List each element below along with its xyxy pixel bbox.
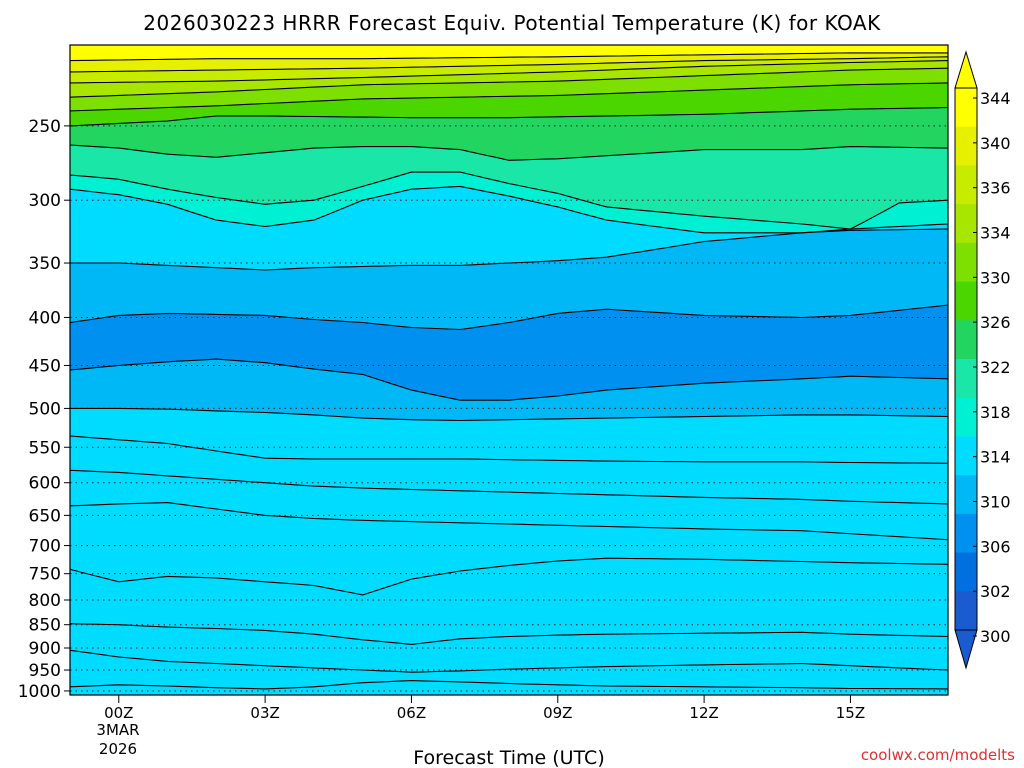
colorbar-swatch xyxy=(955,126,977,166)
y-tick-label: 900 xyxy=(29,639,61,659)
y-tick-label: 750 xyxy=(29,565,61,585)
site-credit[interactable]: coolwx.com/modelts xyxy=(861,746,1015,764)
contour-line xyxy=(70,407,948,422)
chart-title: 2026030223 HRRR Forecast Equiv. Potentia… xyxy=(143,11,881,35)
contour-line xyxy=(70,435,948,464)
y-tick-label: 300 xyxy=(29,191,61,211)
contour-line xyxy=(70,502,948,541)
x-tick-label: 03Z xyxy=(250,704,279,722)
contour-line xyxy=(70,60,948,84)
contour-line xyxy=(70,469,948,505)
y-tick-label: 650 xyxy=(29,506,61,526)
colorbar-label: 344 xyxy=(980,89,1011,108)
contour-line xyxy=(70,67,948,98)
y-tick-label: 400 xyxy=(29,308,61,328)
colorbar-label: 340 xyxy=(980,134,1011,153)
colorbar-label: 314 xyxy=(980,448,1011,467)
colorbar-label: 306 xyxy=(980,537,1011,556)
colorbar-label: 336 xyxy=(980,179,1011,198)
colorbar-label: 302 xyxy=(980,582,1011,601)
y-tick-label: 850 xyxy=(29,616,61,636)
contour-line xyxy=(70,557,948,596)
y-tick-label: 950 xyxy=(29,661,61,681)
colorbar-swatch xyxy=(955,204,977,244)
colorbar-swatch xyxy=(955,591,977,631)
colorbar-swatch xyxy=(955,242,977,283)
colorbar-swatch xyxy=(955,165,977,205)
y-axis: 250 300 350 400 450 500 550 600 650 700 750 800 850 9… xyxy=(18,117,70,702)
contour-line xyxy=(70,56,948,73)
colorbar-label: 322 xyxy=(980,358,1011,377)
colorbar-label: 326 xyxy=(980,313,1011,332)
contour-line xyxy=(70,144,948,161)
contour-line xyxy=(70,649,948,673)
colorbar-swatch xyxy=(955,513,977,554)
x-axis: 00Z 03Z 06Z 09Z 12Z 15Z xyxy=(104,695,865,722)
colorbar-label: 334 xyxy=(980,224,1011,243)
y-tick-label: 450 xyxy=(29,356,61,376)
x-date-label-line2: 2026 xyxy=(99,740,137,758)
colorbar-top-arrow xyxy=(954,50,978,89)
colorbar-frame xyxy=(954,87,978,631)
colorbar-label: 310 xyxy=(980,493,1011,512)
colorbar-label: 330 xyxy=(980,268,1011,287)
colorbar-label: 300 xyxy=(980,627,1011,646)
colorbar: 344 340 336 334 330 326 322 318 314 310 306 302 300 xyxy=(954,50,1011,670)
contour-line xyxy=(70,82,948,112)
x-date-label-line1: 3MAR xyxy=(96,721,139,739)
colorbar-swatch xyxy=(955,281,977,321)
x-axis-title: Forecast Time (UTC) xyxy=(413,747,604,768)
contour-line xyxy=(70,680,948,690)
contour-line xyxy=(70,228,948,271)
filled-contours xyxy=(70,45,948,695)
x-tick-label: 12Z xyxy=(689,704,718,722)
y-tick-label: 550 xyxy=(29,438,61,458)
y-tick-label: 800 xyxy=(29,591,61,611)
contour-lines xyxy=(70,52,948,690)
colorbar-swatch xyxy=(955,359,977,399)
y-tick-label: 600 xyxy=(29,474,61,494)
pressure-gridlines xyxy=(70,125,948,692)
plot-area xyxy=(70,45,948,695)
x-tick-label: 09Z xyxy=(543,704,572,722)
contour-line xyxy=(70,358,948,401)
y-tick-label: 700 xyxy=(29,537,61,557)
colorbar-swatch xyxy=(955,552,977,592)
colorbar-swatch xyxy=(955,397,977,437)
contour-line xyxy=(70,171,948,230)
colorbar-label: 318 xyxy=(980,403,1011,422)
colorbar-swatch xyxy=(955,436,977,476)
contour-line xyxy=(70,52,948,62)
y-tick-label: 350 xyxy=(29,254,61,274)
contour-line xyxy=(70,623,948,645)
plot-frame xyxy=(69,44,949,696)
y-tick-label: 250 xyxy=(29,117,61,137)
x-tick-label: 06Z xyxy=(397,704,426,722)
x-tick-label: 00Z xyxy=(104,704,133,722)
colorbar-swatch xyxy=(955,475,977,515)
contour-line xyxy=(70,106,948,127)
colorbar-swatch xyxy=(955,320,977,360)
colorbar-swatch xyxy=(955,88,977,128)
x-tick-label: 15Z xyxy=(836,704,865,722)
y-tick-label: 1000 xyxy=(18,682,61,702)
contour-line xyxy=(70,304,948,331)
y-tick-label: 500 xyxy=(29,399,61,419)
